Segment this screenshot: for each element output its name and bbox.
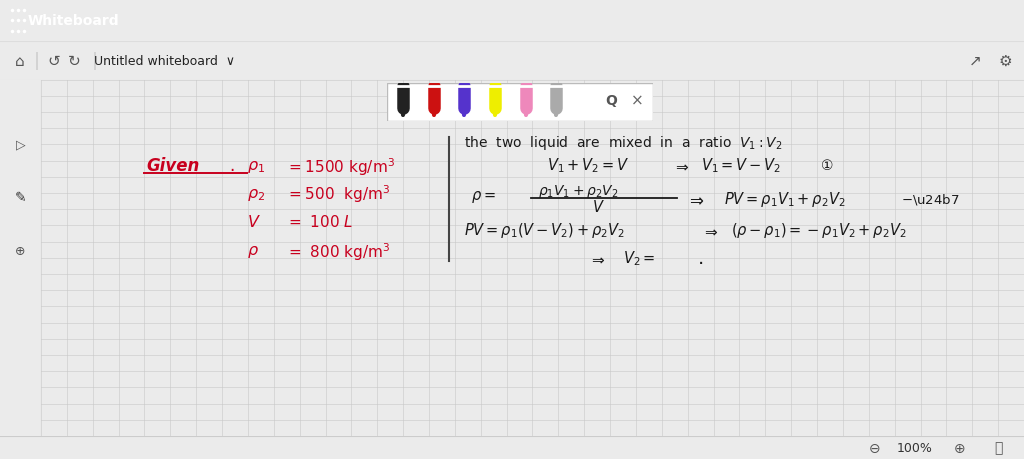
- Text: $\Rightarrow$: $\Rightarrow$: [686, 190, 705, 208]
- Text: ⚙: ⚙: [998, 54, 1012, 69]
- Text: ⧉: ⧉: [994, 441, 1002, 454]
- Text: $\rho_1$: $\rho_1$: [248, 158, 265, 174]
- FancyBboxPatch shape: [387, 84, 653, 122]
- Text: $\rho_2$: $\rho_2$: [248, 186, 265, 202]
- Text: $\Rightarrow$: $\Rightarrow$: [673, 158, 690, 173]
- Text: the  two  liquid  are  mixed  in  a  ratio  $V_1 : V_2$: the two liquid are mixed in a ratio $V_1…: [464, 134, 782, 151]
- Text: $PV = \rho_1 V_1 + \rho_2 V_2$: $PV = \rho_1 V_1 + \rho_2 V_2$: [724, 190, 846, 209]
- Text: Untitled whiteboard  ∨: Untitled whiteboard ∨: [94, 55, 236, 68]
- Text: ⊕: ⊕: [954, 441, 966, 454]
- Text: 100%: 100%: [897, 441, 933, 454]
- Text: ①: ①: [820, 159, 833, 173]
- Text: ⊕: ⊕: [15, 245, 26, 257]
- Text: .: .: [229, 157, 234, 175]
- Text: ⊖: ⊖: [869, 441, 881, 454]
- Text: $V_1 + V_2 = V$: $V_1 + V_2 = V$: [547, 157, 630, 175]
- Text: Whiteboard: Whiteboard: [28, 14, 120, 28]
- Text: Given: Given: [146, 157, 200, 175]
- Text: $\Rightarrow$: $\Rightarrow$: [590, 251, 606, 266]
- Text: $V_2 =$: $V_2 =$: [623, 249, 655, 268]
- Text: $=\ 800\ \mathrm{kg/m^3}$: $=\ 800\ \mathrm{kg/m^3}$: [286, 241, 390, 263]
- Text: $-$\u24b7: $-$\u24b7: [901, 192, 959, 207]
- Text: $\rho_1 V_1 + \rho_2 V_2$: $\rho_1 V_1 + \rho_2 V_2$: [539, 183, 618, 200]
- Text: $\rho =$: $\rho =$: [471, 189, 496, 205]
- Text: ↻: ↻: [68, 54, 80, 69]
- Text: $\Rightarrow$: $\Rightarrow$: [701, 223, 719, 238]
- Text: ↗: ↗: [969, 54, 981, 69]
- Text: |: |: [92, 52, 98, 70]
- Text: $= 1500\ \mathrm{kg/m^3}$: $= 1500\ \mathrm{kg/m^3}$: [286, 156, 395, 177]
- Text: ↺: ↺: [48, 54, 60, 69]
- Text: |: |: [34, 52, 40, 70]
- Text: $=\ 100\ L$: $=\ 100\ L$: [286, 213, 353, 230]
- Text: ▷: ▷: [15, 138, 26, 151]
- Text: $\rho$: $\rho$: [248, 244, 259, 260]
- Text: ⌂: ⌂: [15, 54, 25, 69]
- Text: $V$: $V$: [248, 213, 261, 230]
- Text: $PV = \rho_1(V - V_2) + \rho_2 V_2$: $PV = \rho_1(V - V_2) + \rho_2 V_2$: [464, 221, 625, 240]
- Text: $V_1 = V - V_2$: $V_1 = V - V_2$: [700, 157, 781, 175]
- Text: Q: Q: [605, 94, 616, 108]
- Text: ✎: ✎: [14, 191, 27, 205]
- Text: $(\rho - \rho_1) = -\rho_1 V_2 + \rho_2 V_2$: $(\rho - \rho_1) = -\rho_1 V_2 + \rho_2 …: [731, 221, 906, 240]
- Text: .: .: [697, 249, 703, 268]
- Text: ×: ×: [631, 94, 644, 108]
- Text: $= 500\ \ \mathrm{kg/m^3}$: $= 500\ \ \mathrm{kg/m^3}$: [286, 183, 390, 205]
- Text: $V$: $V$: [593, 199, 605, 215]
